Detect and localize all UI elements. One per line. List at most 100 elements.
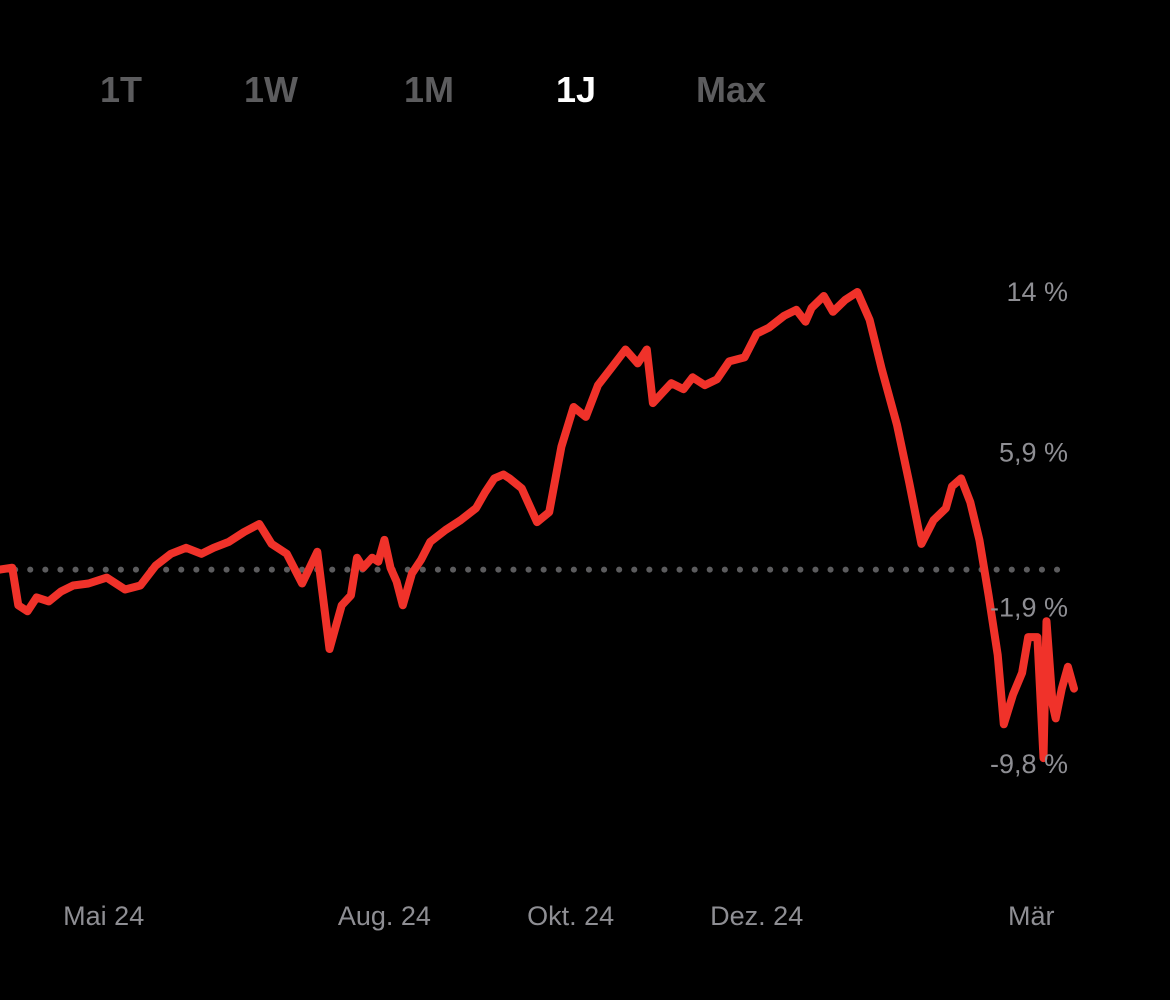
- data-point: [958, 475, 964, 481]
- data-point: [339, 602, 345, 608]
- data-point: [949, 483, 955, 489]
- data-point: [168, 551, 174, 557]
- data-point: [1050, 702, 1056, 708]
- data-point: [381, 537, 387, 543]
- x-tick-label: Aug. 24: [338, 901, 431, 931]
- data-point: [1053, 715, 1059, 721]
- x-tick-label: Dez. 24: [710, 901, 803, 931]
- data-point: [314, 549, 320, 555]
- data-point: [458, 517, 464, 523]
- data-point: [86, 581, 92, 587]
- data-point: [583, 414, 589, 420]
- data-point: [690, 374, 696, 380]
- data-point: [867, 317, 873, 323]
- x-tick-label: Mär: [1008, 901, 1055, 931]
- data-point: [409, 571, 415, 577]
- data-point: [821, 293, 827, 299]
- data-point: [830, 309, 836, 315]
- data-point: [299, 581, 305, 587]
- data-point: [269, 541, 275, 547]
- data-point: [34, 594, 40, 600]
- data-point: [610, 362, 616, 368]
- data-point: [918, 541, 924, 547]
- data-point: [842, 297, 848, 303]
- y-tick-label: 14 %: [1006, 277, 1068, 307]
- data-point: [803, 319, 809, 325]
- tab-1-month[interactable]: 1M: [403, 69, 455, 110]
- data-point: [943, 505, 949, 511]
- data-point: [558, 444, 564, 450]
- data-point: [595, 382, 601, 388]
- data-point: [375, 559, 381, 565]
- data-point: [519, 485, 525, 491]
- data-point: [1034, 634, 1040, 640]
- data-point: [894, 422, 900, 428]
- data-point: [623, 347, 629, 353]
- data-point: [1059, 686, 1065, 692]
- data-point: [348, 592, 354, 598]
- data-point: [70, 583, 76, 589]
- data-point: [369, 555, 375, 561]
- data-point: [534, 519, 540, 525]
- data-point: [284, 551, 290, 557]
- data-point: [122, 587, 128, 593]
- data-point: [1071, 686, 1077, 692]
- series-line: [0, 288, 1078, 763]
- data-point: [967, 499, 973, 505]
- data-point: [571, 404, 577, 410]
- data-point: [781, 313, 787, 319]
- data-point: [354, 555, 360, 561]
- y-tick-label: -9,8 %: [990, 749, 1068, 779]
- tab-1-week[interactable]: 1W: [244, 69, 298, 110]
- data-point: [482, 489, 488, 495]
- tab-1-year[interactable]: 1J: [555, 69, 597, 110]
- data-point: [726, 358, 732, 364]
- data-point: [211, 545, 217, 551]
- data-point: [1019, 670, 1025, 676]
- data-point: [327, 646, 333, 652]
- data-point: [879, 366, 885, 372]
- tab-1-day[interactable]: 1T: [99, 69, 143, 110]
- data-point: [650, 400, 656, 406]
- data-point: [198, 551, 204, 557]
- data-point: [104, 575, 110, 581]
- x-tick-label: Okt. 24: [527, 901, 614, 931]
- data-point: [400, 602, 406, 608]
- tab-max[interactable]: Max: [695, 69, 767, 110]
- data-point: [491, 475, 497, 481]
- data-point: [360, 565, 366, 571]
- range-tabs: 1T 1W 1M 1J Max: [0, 60, 1170, 120]
- data-point: [58, 589, 64, 595]
- data-point: [183, 545, 189, 551]
- data-point: [500, 472, 506, 478]
- data-point: [9, 565, 15, 571]
- data-point: [25, 608, 31, 614]
- data-point: [754, 331, 760, 337]
- data-point: [906, 479, 912, 485]
- data-point: [854, 289, 860, 295]
- data-point: [742, 354, 748, 360]
- data-point: [443, 527, 449, 533]
- data-point: [546, 509, 552, 515]
- data-point: [986, 592, 992, 598]
- data-point: [681, 386, 687, 392]
- data-point: [702, 382, 708, 388]
- y-tick-label: 5,9 %: [999, 438, 1068, 468]
- data-point: [714, 376, 720, 382]
- data-point: [1010, 692, 1016, 698]
- data-point: [1025, 634, 1031, 640]
- data-point: [668, 380, 674, 386]
- data-point: [1044, 618, 1050, 624]
- data-point: [388, 565, 394, 571]
- data-point: [976, 537, 982, 543]
- data-point: [1001, 721, 1007, 727]
- data-point: [241, 529, 247, 535]
- data-point: [659, 390, 665, 396]
- data-point: [427, 539, 433, 545]
- data-point: [931, 517, 937, 523]
- data-point: [394, 579, 400, 585]
- data-point: [473, 505, 479, 511]
- data-point: [46, 598, 52, 604]
- x-tick-label: Mai 24: [63, 901, 144, 931]
